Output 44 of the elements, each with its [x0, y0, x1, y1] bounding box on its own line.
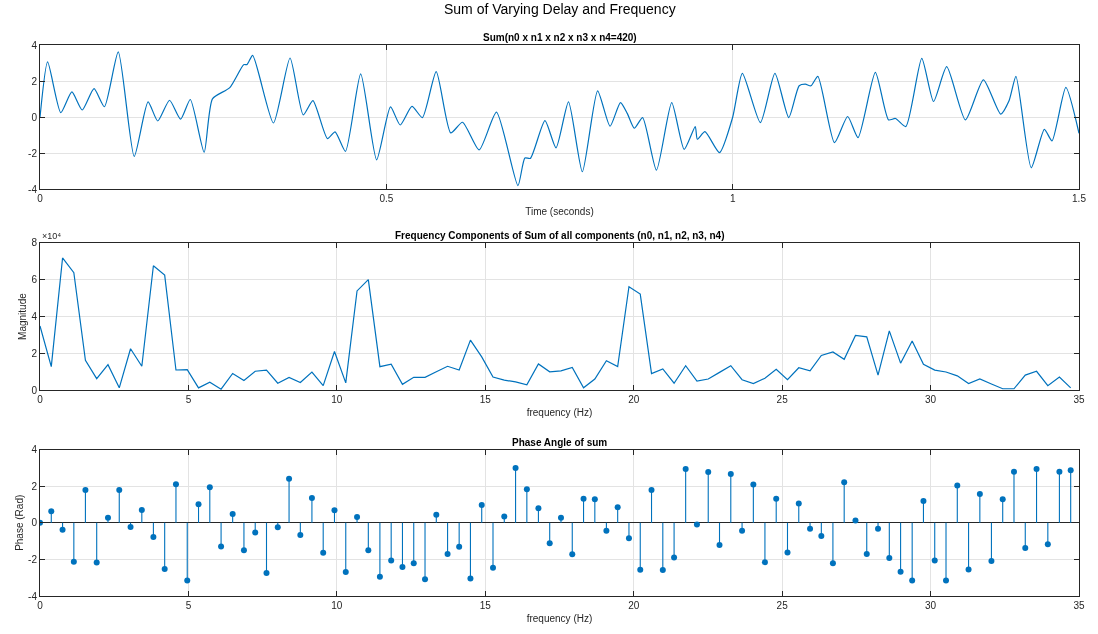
x-tick-label: 30 — [925, 600, 937, 611]
line-series — [40, 257, 1072, 390]
y-tick-label: 4 — [31, 311, 38, 323]
y-tick-label: -4 — [28, 183, 38, 195]
x-tick-label: 10 — [331, 600, 343, 611]
x-tick-label: 15 — [479, 600, 492, 611]
y-axis-title: Magnitude — [17, 292, 29, 340]
x-tick-label: 25 — [776, 600, 789, 611]
x-axis-title: Time (seconds) — [525, 205, 594, 217]
y-tick-label: 6 — [31, 274, 38, 286]
chart-subtitle: Sum(n0 x n1 x n2 x n3 x n4=420) — [483, 32, 637, 43]
chart-title: Sum of Varying Delay and Frequency — [444, 1, 676, 17]
x-tick-label: 25 — [776, 394, 789, 406]
x-tick-label: 1.5 — [1072, 193, 1087, 205]
y-tick-label: 0 — [31, 111, 38, 123]
line-series — [40, 51, 1079, 187]
x-tick-label: 10 — [331, 394, 343, 406]
chart-title: Frequency Components of Sum of all components (n0, n1, n2, n3, n4) — [395, 230, 725, 241]
x-tick-label: 1 — [729, 193, 736, 205]
y-tick-label: 4 — [31, 39, 38, 51]
y-tick-label: -2 — [28, 553, 38, 565]
x-tick-label: 35 — [1073, 600, 1085, 611]
y-tick-label: 4 — [31, 444, 38, 456]
y-tick-label: -2 — [28, 147, 38, 159]
x-tick-label: 5 — [185, 394, 192, 406]
text: ×10⁴ — [42, 231, 62, 241]
y-tick-label: 2 — [31, 75, 38, 87]
x-tick-label: 35 — [1073, 394, 1085, 406]
y-tick-label: 0 — [31, 384, 38, 396]
x-tick-label: 15 — [479, 394, 492, 406]
chart-title: Phase Angle of sum — [512, 437, 608, 448]
y-tick-label: 8 — [31, 237, 38, 249]
y-tick-label: 2 — [31, 480, 38, 492]
x-tick-label: 30 — [925, 394, 937, 406]
y-tick-label: -4 — [28, 590, 38, 602]
x-tick-label: 0.5 — [379, 193, 394, 205]
y-tick-label: 0 — [31, 517, 38, 529]
x-axis-title: frequency (Hz) — [526, 406, 593, 418]
y-tick-label: 2 — [31, 347, 38, 359]
x-tick-label: 20 — [628, 394, 640, 406]
x-axis-title: frequency (Hz) — [526, 612, 593, 624]
y-axis-title: Phase (Rad) — [14, 494, 26, 551]
x-tick-label: 20 — [628, 600, 640, 611]
x-tick-label: 5 — [185, 600, 192, 611]
